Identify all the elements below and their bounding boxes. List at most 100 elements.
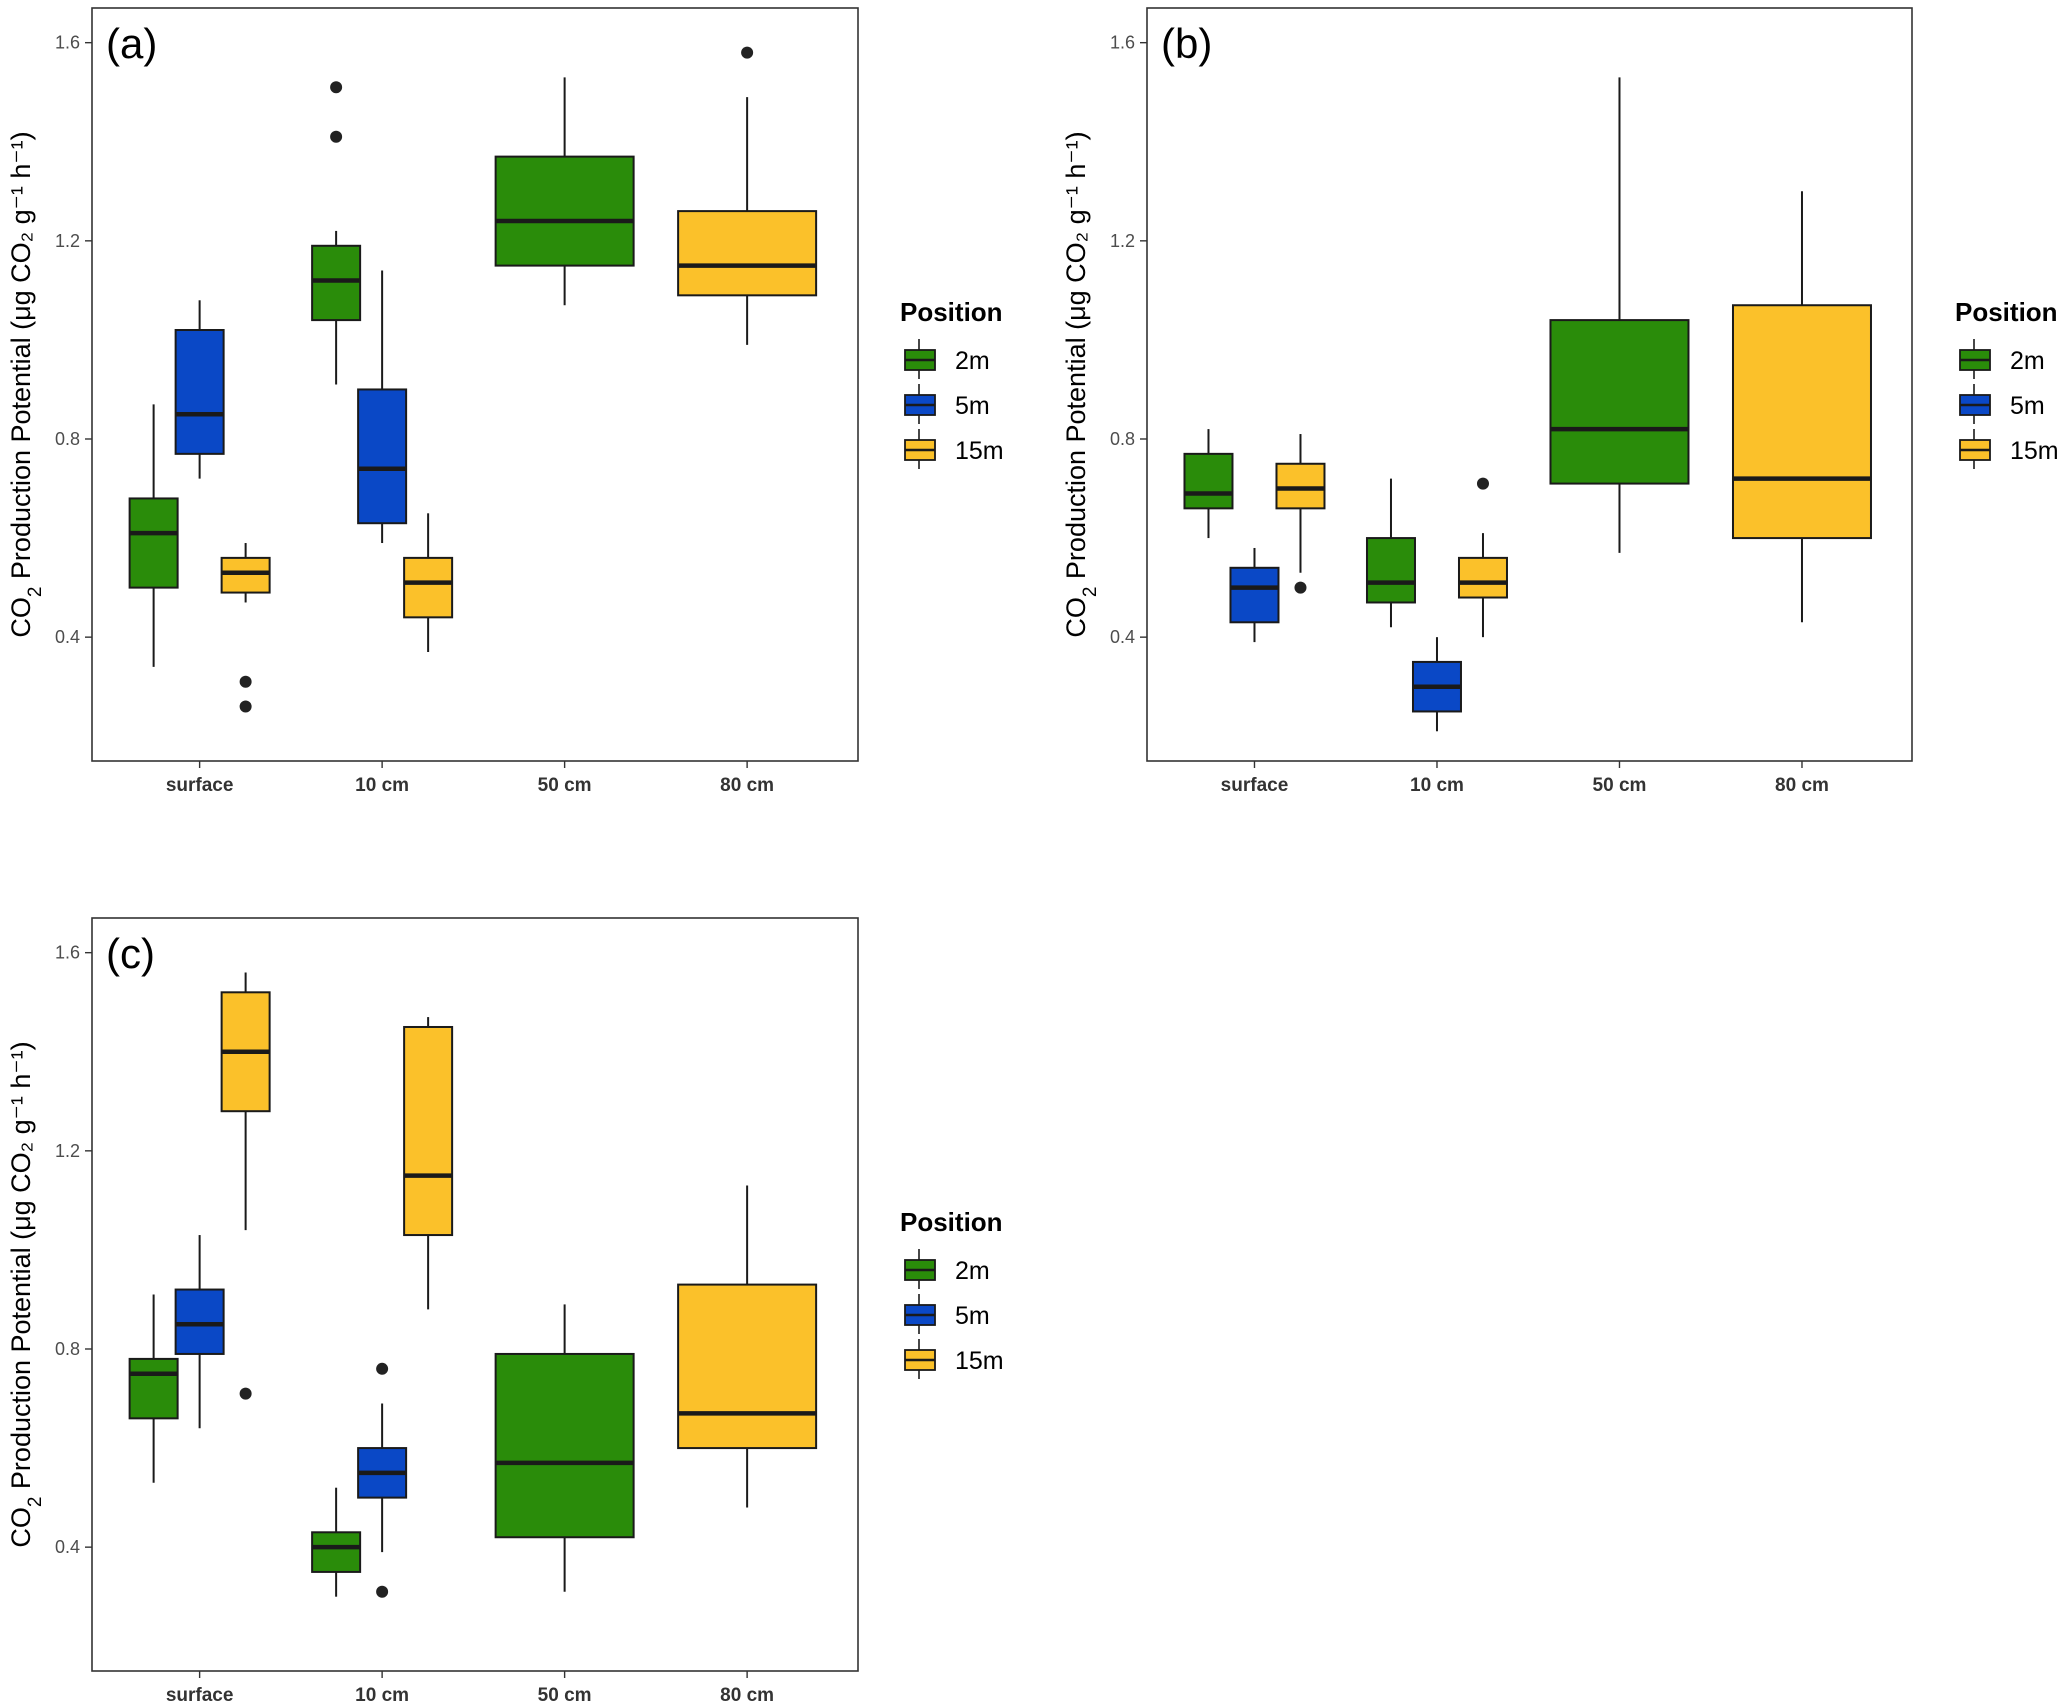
box-body — [1183, 452, 1234, 510]
legend-label-5m: 5m — [955, 1302, 990, 1330]
legend-label-5m: 5m — [955, 392, 990, 420]
y-tick-label: 1.2 — [1110, 231, 1135, 251]
box-surface-15m — [1275, 434, 1326, 594]
box-body — [677, 210, 818, 297]
x-category-label: surface — [1221, 775, 1289, 796]
outlier-point — [1294, 581, 1307, 594]
box-body — [220, 556, 271, 594]
outlier-point — [239, 700, 252, 713]
box-body — [128, 497, 179, 589]
x-category-label: 10 cm — [355, 775, 409, 796]
y-axis-title-rest: Production Potential ( — [1061, 321, 1091, 587]
box-body — [311, 244, 362, 322]
plot-frame — [91, 917, 859, 1672]
legend-label-15m: 15m — [2010, 437, 2059, 465]
legend: Position 2m 5m 15m — [900, 1207, 1004, 1379]
box-10cm-5m — [357, 1362, 408, 1598]
y-axis-title-close: ) — [6, 131, 36, 140]
y-axis-title: CO2 Production Potential (μg CO₂ g⁻¹ h⁻¹… — [6, 131, 46, 637]
y-axis-title-close: ) — [1061, 131, 1091, 140]
box-body — [357, 388, 408, 525]
panel-b: 0.4 0.8 1.2 1.6 surface 10 cm 50 cm 80 cm CO2 Pr… — [1061, 7, 2059, 796]
y-axis-title-units: μg CO₂ g⁻¹ h⁻¹ — [6, 140, 36, 321]
legend-key-15m — [904, 429, 936, 469]
y-axis-title-rest: Production Potential ( — [6, 321, 36, 587]
y-tick-label: 0.8 — [1110, 429, 1135, 449]
box-body — [128, 1357, 179, 1420]
y-tick-label: 1.2 — [55, 231, 80, 251]
panel-c: 0.4 0.8 1.2 1.6 surface 10 cm 50 cm 80 cm CO2 Pr… — [6, 917, 1004, 1704]
x-category-label: 10 cm — [1410, 775, 1464, 796]
y-axis-title-units: μg CO₂ g⁻¹ h⁻¹ — [1061, 140, 1091, 321]
box-body — [311, 1531, 362, 1573]
box-10cm-15m — [1457, 477, 1508, 638]
x-category-label: 50 cm — [538, 775, 592, 796]
legend-label-2m: 2m — [2010, 347, 2045, 375]
box-surface-15m — [220, 543, 271, 713]
outlier-point — [741, 46, 754, 59]
y-tick-label: 0.4 — [55, 1537, 80, 1557]
legend-label-15m: 15m — [955, 1347, 1004, 1375]
y-tick-label: 0.4 — [55, 627, 80, 647]
legend: Position 2m 5m 15m — [900, 297, 1004, 469]
x-category-label: surface — [166, 1685, 234, 1704]
y-tick-label: 1.6 — [55, 33, 80, 53]
y-tick-label: 1.6 — [1110, 33, 1135, 53]
box-surface-2m — [1183, 429, 1234, 539]
box-10cm-2m — [311, 81, 362, 385]
y-axis-title-units: μg CO₂ g⁻¹ h⁻¹ — [6, 1050, 36, 1231]
panel-a: 0.4 0.8 1.2 1.6 surface 10 cm 50 cm 80 cm CO2 Pr… — [6, 7, 1004, 796]
y-axis-title-sub: 2 — [1080, 587, 1101, 598]
legend-title: Position — [1955, 297, 2058, 327]
legend-label-2m: 2m — [955, 347, 990, 375]
legend-label-15m: 15m — [955, 437, 1004, 465]
box-80cm-15m — [677, 1185, 818, 1508]
legend-key-2m — [904, 339, 936, 379]
box-80cm-15m — [677, 46, 818, 345]
box-surface-5m — [174, 1235, 225, 1429]
box-body — [1275, 462, 1326, 510]
box-body — [1457, 556, 1508, 599]
y-axis-title-sub: 2 — [25, 587, 46, 598]
box-surface-5m — [1229, 547, 1280, 643]
outlier-point — [239, 1387, 252, 1400]
legend-title: Position — [900, 297, 1003, 327]
box-50cm-2m — [494, 1304, 635, 1592]
box-10cm-5m — [357, 270, 408, 544]
y-tick-label: 1.6 — [55, 943, 80, 963]
outlier-point — [376, 1585, 389, 1598]
y-axis-title-sub: 2 — [25, 1497, 46, 1508]
box-body — [1549, 319, 1690, 485]
box-body — [494, 155, 635, 267]
y-tick-label: 0.4 — [1110, 627, 1135, 647]
box-50cm-2m — [1549, 77, 1690, 553]
x-category-label: 50 cm — [538, 1685, 592, 1704]
x-category-label: 50 cm — [1593, 775, 1647, 796]
box-80cm-15m — [1731, 191, 1872, 623]
box-body — [403, 1025, 454, 1237]
legend-title: Position — [900, 1207, 1003, 1237]
panel-label: (c) — [106, 930, 155, 977]
box-body — [174, 329, 225, 455]
outlier-point — [1476, 477, 1489, 490]
box-surface-5m — [174, 300, 225, 479]
box-10cm-2m — [311, 1487, 362, 1597]
box-body — [677, 1283, 818, 1450]
box-50cm-2m — [494, 77, 635, 306]
box-body — [1365, 537, 1416, 604]
legend-key-15m — [1959, 429, 1991, 469]
x-category-label: 80 cm — [720, 775, 774, 796]
legend-key-5m — [904, 1294, 936, 1334]
y-axis-title-main: CO — [1061, 597, 1091, 638]
y-tick-label: 0.8 — [55, 429, 80, 449]
y-axis-title-main: CO — [6, 597, 36, 638]
panel-label: (b) — [1161, 20, 1212, 67]
x-category-label: 80 cm — [1775, 775, 1829, 796]
box-body — [174, 1288, 225, 1355]
legend: Position 2m 5m 15m — [1955, 297, 2059, 469]
box-surface-2m — [128, 404, 179, 667]
legend-key-15m — [904, 1339, 936, 1379]
y-tick-label: 1.2 — [55, 1141, 80, 1161]
y-axis-title: CO2 Production Potential (μg CO₂ g⁻¹ h⁻¹… — [1061, 131, 1101, 637]
legend-label-2m: 2m — [955, 1257, 990, 1285]
